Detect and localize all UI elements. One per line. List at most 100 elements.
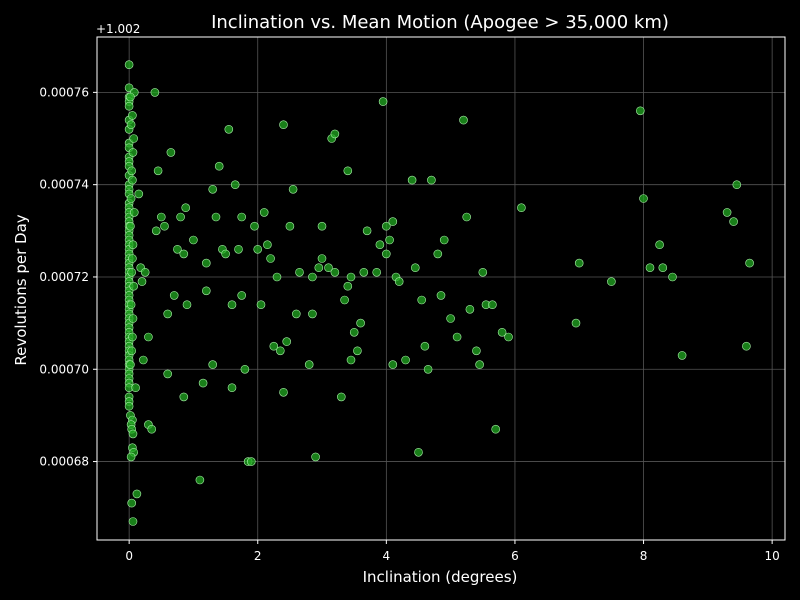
data-point: [330, 267, 340, 277]
data-point: [150, 88, 160, 97]
data-point: [417, 295, 427, 305]
x-tick-label: 4: [383, 549, 391, 563]
data-point: [129, 281, 138, 291]
data-point: [163, 309, 172, 319]
data-point: [259, 208, 269, 217]
data-point: [343, 281, 353, 291]
data-point: [304, 360, 314, 369]
data-point: [182, 300, 192, 310]
data-point: [295, 267, 304, 277]
data-point: [385, 235, 394, 245]
data-point: [311, 452, 320, 462]
x-axis-label: Inclination (degrees): [363, 568, 518, 586]
data-point: [224, 125, 234, 134]
data-point: [234, 245, 243, 254]
data-point: [230, 180, 240, 189]
data-point: [668, 272, 677, 282]
data-point: [129, 134, 138, 143]
grid-lines: [97, 37, 785, 540]
data-point: [189, 235, 198, 245]
data-point: [202, 286, 211, 296]
data-point: [256, 300, 266, 310]
data-point: [745, 258, 754, 268]
data-point: [574, 258, 584, 268]
data-point: [658, 263, 668, 273]
data-point: [349, 327, 359, 337]
data-point: [343, 166, 353, 176]
data-point: [336, 392, 346, 402]
data-point: [742, 341, 751, 351]
data-point: [253, 245, 263, 254]
data-point: [227, 300, 237, 310]
data-point: [279, 387, 288, 397]
data-point: [446, 314, 455, 323]
data-point: [491, 424, 501, 434]
data-point: [160, 221, 169, 231]
data-point: [488, 300, 497, 310]
data-points: [124, 60, 754, 526]
data-point: [124, 60, 134, 69]
data-point: [179, 392, 189, 402]
data-point: [436, 291, 446, 300]
data-point: [423, 364, 433, 374]
data-point: [128, 148, 138, 157]
data-point: [285, 221, 295, 231]
data-point: [124, 401, 134, 411]
data-point: [127, 346, 136, 356]
data-point: [346, 355, 356, 365]
y-axis-label: Revolutions per Day: [12, 214, 30, 365]
data-point: [388, 217, 398, 226]
x-tick-label: 6: [511, 549, 519, 563]
data-point: [214, 161, 224, 171]
data-point: [388, 360, 398, 369]
data-point: [208, 360, 217, 369]
data-point: [346, 272, 356, 282]
data-point: [478, 267, 488, 277]
data-point: [128, 254, 137, 263]
data-point: [340, 295, 349, 305]
data-point: [317, 254, 327, 263]
data-point: [372, 267, 382, 277]
data-point: [157, 212, 166, 222]
data-point: [173, 245, 182, 254]
data-point: [151, 226, 161, 236]
data-point: [375, 240, 385, 249]
data-point: [134, 189, 144, 199]
data-point: [317, 221, 327, 231]
data-point: [202, 258, 211, 268]
data-point: [126, 194, 136, 203]
chart-title: Inclination vs. Mean Motion (Apogee > 35…: [211, 12, 669, 33]
data-point: [266, 254, 275, 263]
x-tick-label: 2: [254, 549, 262, 563]
data-point: [126, 452, 136, 462]
data-point: [497, 327, 507, 337]
data-point: [127, 166, 136, 176]
data-point: [407, 175, 417, 185]
data-point: [410, 263, 420, 273]
data-point: [308, 272, 317, 282]
data-point: [465, 304, 475, 314]
data-point: [237, 212, 246, 222]
data-point: [128, 111, 137, 120]
data-point: [475, 360, 484, 369]
data-point: [126, 300, 136, 310]
y-tick-label: 0.00072: [39, 270, 89, 284]
data-point: [240, 364, 250, 374]
data-point: [126, 120, 136, 129]
data-point: [131, 383, 140, 393]
data-point: [459, 115, 468, 125]
data-point: [144, 332, 153, 342]
data-point: [414, 447, 423, 457]
data-point: [378, 97, 388, 106]
data-point: [452, 332, 462, 342]
data-point: [433, 249, 443, 259]
data-point: [517, 203, 526, 212]
data-point: [420, 341, 430, 351]
data-point: [128, 314, 138, 323]
data-point: [179, 249, 189, 259]
plot-frame: [96, 36, 786, 541]
data-point: [128, 332, 137, 342]
y-axis-ticks: 0.00068 0.00070 0.00072 0.00074 0.00076: [39, 85, 97, 469]
data-point: [394, 277, 404, 286]
